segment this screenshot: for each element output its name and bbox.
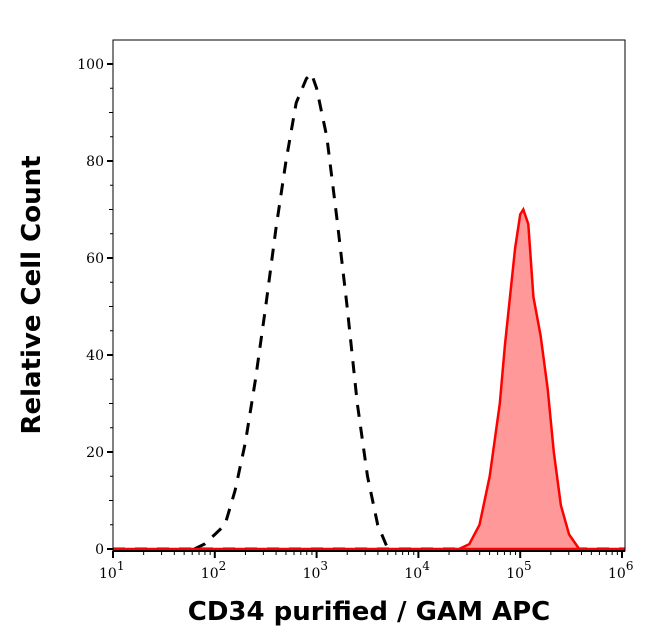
y-tick-label: 0 (95, 542, 104, 558)
series-line-0 (193, 70, 390, 551)
y-axis-label: Relative Cell Count (17, 155, 47, 434)
x-tick-label: 106 (608, 559, 633, 582)
series-fill-1 (459, 209, 580, 549)
x-tick-label: 101 (99, 559, 124, 582)
x-axis-label: CD34 purified / GAM APC (188, 597, 551, 627)
y-tick-label: 20 (86, 445, 104, 461)
y-tick-label: 40 (86, 348, 104, 364)
x-tick-label: 102 (201, 559, 226, 582)
y-tick-label: 60 (86, 251, 104, 267)
x-tick-label: 103 (303, 559, 328, 582)
series-line-1 (458, 206, 581, 551)
x-tick-label: 105 (506, 559, 531, 582)
y-tick-label: 80 (86, 154, 104, 170)
y-tick-label: 100 (77, 57, 104, 73)
x-tick-label: 104 (404, 559, 430, 582)
